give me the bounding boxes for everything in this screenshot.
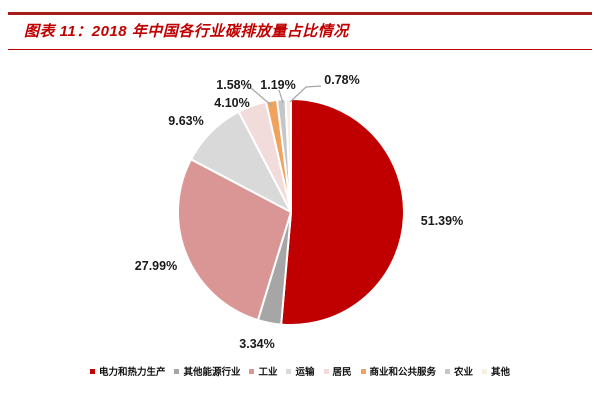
legend-swatch-icon (360, 368, 366, 374)
slice-label-3: 9.63% (168, 114, 204, 128)
top-rule (8, 12, 592, 15)
chart-legend: 电力和热力生产 其他能源行业 工业 运输 居民 商业和公共服务 农业 其他 (0, 364, 600, 378)
pie-slice-7 (284, 98, 292, 213)
leader-line-5 (250, 87, 273, 107)
legend-item-0: 电力和热力生产 (89, 364, 166, 378)
legend-item-6: 农业 (445, 364, 473, 378)
legend-item-1: 其他能源行业 (174, 364, 240, 378)
legend-swatch-icon (445, 368, 451, 374)
legend-item-5: 商业和公共服务 (360, 364, 437, 378)
pie-slice-2 (177, 158, 292, 322)
legend-swatch-icon (174, 368, 180, 374)
slice-label-4: 4.10% (214, 96, 250, 110)
legend-swatch-icon (249, 368, 255, 374)
legend-label: 商业和公共服务 (369, 367, 437, 378)
legend-label: 居民 (332, 367, 352, 378)
legend-swatch-icon (323, 368, 329, 374)
legend-item-3: 运输 (286, 364, 315, 378)
legend-swatch-icon (482, 368, 488, 374)
legend-item-2: 工业 (249, 364, 277, 378)
title-underline-rule (8, 49, 592, 50)
legend-item-4: 居民 (323, 364, 352, 378)
leader-line-7 (289, 85, 322, 103)
legend-label: 工业 (258, 367, 278, 378)
legend-item-7: 其他 (482, 364, 510, 378)
slice-label-0: 51.39% (420, 214, 464, 228)
pie-slice-0 (280, 98, 405, 326)
leader-line-6 (278, 89, 284, 104)
slice-label-5: 1.58% (216, 78, 252, 92)
legend-swatch-icon (89, 368, 95, 374)
legend-swatch-icon (286, 368, 292, 374)
slice-label-2: 27.99% (134, 259, 178, 273)
legend-label: 电力和热力生产 (98, 367, 166, 378)
legend-label: 运输 (295, 367, 315, 378)
legend-label: 其他 (491, 367, 511, 378)
legend-label: 农业 (454, 367, 474, 378)
legend-label: 其他能源行业 (183, 367, 241, 378)
slice-label-6: 1.19% (260, 78, 296, 92)
slice-label-1: 3.34% (239, 337, 275, 351)
slice-label-7: 0.78% (324, 73, 360, 87)
figure-title: 图表 11：2018 年中国各行业碳排放量占比情况 (24, 23, 349, 40)
